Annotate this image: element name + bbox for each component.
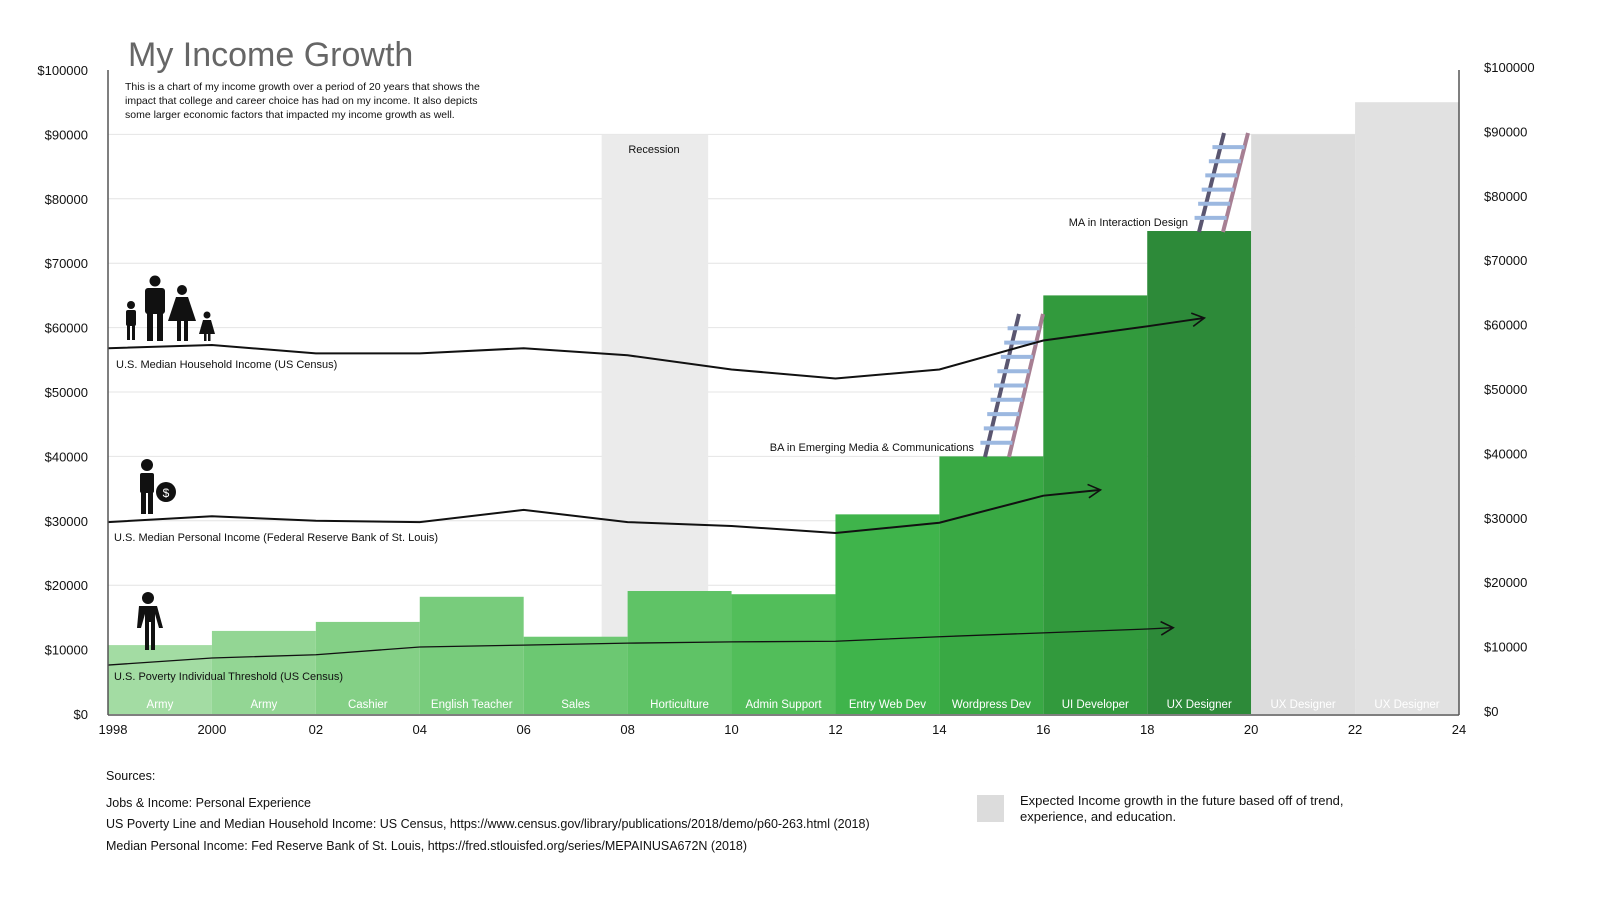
source-item: Median Personal Income: Fed Reserve Bank… bbox=[106, 839, 747, 853]
lines bbox=[107, 312, 1207, 666]
arrowhead-icon bbox=[1087, 483, 1103, 499]
annotation-recession: Recession bbox=[628, 144, 679, 156]
x-tick-label: 14 bbox=[932, 722, 946, 737]
bar-label: UI Developer bbox=[1062, 699, 1129, 711]
bar-label: Army bbox=[250, 699, 277, 711]
arrowhead-icon bbox=[1190, 312, 1207, 328]
bar bbox=[1043, 295, 1148, 714]
x-tick-label: 16 bbox=[1036, 722, 1050, 737]
chart-subtitle-1: This is a chart of my income growth over… bbox=[125, 81, 480, 93]
series-label-personal: U.S. Median Personal Income (Federal Res… bbox=[114, 532, 438, 544]
axis-ticks: $0 $0 $10000 $10000 $20000 $20000 $30000 $30000… bbox=[37, 60, 1534, 737]
sources-heading: Sources: bbox=[106, 769, 155, 783]
y-tick-label-left: $50000 bbox=[45, 385, 88, 400]
bar-label: Sales bbox=[561, 699, 590, 711]
bar-label: Entry Web Dev bbox=[849, 699, 926, 711]
series-label-household: U.S. Median Household Income (US Census) bbox=[116, 359, 337, 371]
y-tick-label-right: $10000 bbox=[1484, 640, 1527, 655]
bar-label: UX Designer bbox=[1271, 699, 1336, 711]
svg-text:$: $ bbox=[163, 486, 170, 500]
legend-swatch-projected bbox=[977, 795, 1004, 822]
chart-title: My Income Growth bbox=[128, 36, 413, 74]
bar bbox=[1147, 231, 1252, 714]
y-tick-label-right: $40000 bbox=[1484, 446, 1527, 461]
x-tick-label: 20 bbox=[1244, 722, 1258, 737]
y-tick-label-left: $60000 bbox=[45, 321, 88, 336]
y-tick-label-right: $0 bbox=[1484, 704, 1498, 719]
y-tick-label-right: $80000 bbox=[1484, 189, 1527, 204]
x-tick-label: 02 bbox=[309, 722, 323, 737]
bar-label: Cashier bbox=[348, 699, 388, 711]
x-tick-label: 08 bbox=[620, 722, 634, 737]
series-line bbox=[107, 316, 1205, 380]
bar-label: Wordpress Dev bbox=[952, 699, 1031, 711]
annotation-ba: BA in Emerging Media & Communications bbox=[770, 442, 975, 454]
bar bbox=[419, 596, 524, 714]
ladder-ba-icon bbox=[980, 313, 1045, 458]
bar-label: Horticulture bbox=[650, 699, 709, 711]
worker-with-money-bag-icon: $ bbox=[140, 459, 176, 514]
chart-subtitle-2: impact that college and career choice ha… bbox=[125, 95, 478, 107]
bars bbox=[108, 102, 1459, 714]
x-tick-label: 22 bbox=[1348, 722, 1362, 737]
bar bbox=[108, 645, 212, 714]
y-tick-label-left: $0 bbox=[74, 707, 88, 722]
source-item: Jobs & Income: Personal Experience bbox=[106, 796, 311, 810]
bar-label: UX Designer bbox=[1167, 699, 1232, 711]
legend-label-projected: Expected Income growth in the future bas… bbox=[1020, 793, 1344, 808]
bar-label: UX Designer bbox=[1374, 699, 1439, 711]
chart-subtitle-3: some larger economic factors that impact… bbox=[125, 109, 455, 121]
bar-projected bbox=[1355, 102, 1459, 714]
y-tick-label-right: $100000 bbox=[1484, 60, 1535, 75]
bar bbox=[835, 514, 940, 714]
x-tick-label: 1998 bbox=[99, 722, 128, 737]
x-tick-label: 24 bbox=[1452, 722, 1466, 737]
bar-projected bbox=[1251, 134, 1356, 714]
y-tick-label-left: $100000 bbox=[37, 63, 88, 78]
source-item: US Poverty Line and Median Household Inc… bbox=[106, 817, 870, 831]
bar bbox=[315, 621, 420, 714]
legend-label-projected-2: experience, and education. bbox=[1020, 809, 1176, 824]
y-tick-label-left: $90000 bbox=[45, 127, 88, 142]
bar bbox=[939, 456, 1044, 714]
y-tick-label-left: $30000 bbox=[45, 514, 88, 529]
x-tick-label: 06 bbox=[516, 722, 530, 737]
y-tick-label-right: $50000 bbox=[1484, 382, 1527, 397]
bar bbox=[731, 594, 836, 714]
series-label-poverty: U.S. Poverty Individual Threshold (US Ce… bbox=[114, 671, 343, 683]
y-tick-label-right: $60000 bbox=[1484, 318, 1527, 333]
y-tick-label-right: $20000 bbox=[1484, 575, 1527, 590]
bar-label: Army bbox=[147, 699, 174, 711]
x-tick-label: 04 bbox=[413, 722, 427, 737]
family-icon bbox=[126, 275, 215, 341]
y-tick-label-left: $70000 bbox=[45, 256, 88, 271]
x-tick-label: 12 bbox=[828, 722, 842, 737]
x-tick-label: 10 bbox=[724, 722, 738, 737]
series-line bbox=[107, 488, 1101, 535]
bar bbox=[211, 630, 316, 714]
y-tick-label-right: $70000 bbox=[1484, 253, 1527, 268]
x-tick-label: 2000 bbox=[197, 722, 226, 737]
ladder-ma-icon bbox=[1194, 132, 1250, 233]
poor-person-icon bbox=[137, 592, 163, 650]
series-line bbox=[107, 627, 1174, 666]
y-tick-label-left: $80000 bbox=[45, 192, 88, 207]
y-tick-label-left: $20000 bbox=[45, 578, 88, 593]
annotation-ma: MA in Interaction Design bbox=[1069, 217, 1188, 229]
x-tick-label: 18 bbox=[1140, 722, 1154, 737]
y-tick-label-right: $30000 bbox=[1484, 511, 1527, 526]
y-tick-label-left: $40000 bbox=[45, 449, 88, 464]
bar-label: Admin Support bbox=[745, 699, 822, 711]
bar-label: English Teacher bbox=[431, 699, 513, 711]
arrowhead-icon bbox=[1160, 620, 1175, 636]
bar bbox=[523, 636, 628, 714]
y-tick-label-left: $10000 bbox=[45, 643, 88, 658]
bar-labels: Army Army Cashier English Teacher Sales Horti… bbox=[147, 699, 1440, 711]
y-tick-label-right: $90000 bbox=[1484, 124, 1527, 139]
bar bbox=[627, 590, 732, 714]
